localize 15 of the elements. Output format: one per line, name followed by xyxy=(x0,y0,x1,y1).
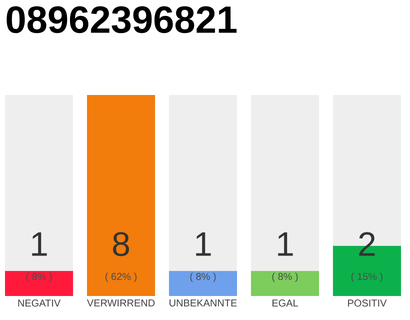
data-label: 1 xyxy=(278,232,293,256)
x-tick-label: VERWIRREND xyxy=(86,300,155,306)
chart-title: 08962396821 xyxy=(6,6,237,34)
annotation: ( 62% ) xyxy=(106,272,136,282)
data-label: 8 xyxy=(113,232,129,256)
x-tick-label: UNBEKANNTE xyxy=(170,300,237,306)
annotation: ( 8% ) xyxy=(272,272,298,282)
x-tick-label: NEGATIV xyxy=(18,300,61,307)
data-label: 1 xyxy=(32,232,47,256)
annotation: ( 8% ) xyxy=(190,272,216,282)
x-tick-label: EGAL xyxy=(272,300,298,307)
annotation: ( 8% ) xyxy=(26,272,52,282)
x-tick-label: POSITIV xyxy=(348,300,387,307)
data-label: 1 xyxy=(196,232,211,256)
annotation: ( 15% ) xyxy=(351,272,382,282)
